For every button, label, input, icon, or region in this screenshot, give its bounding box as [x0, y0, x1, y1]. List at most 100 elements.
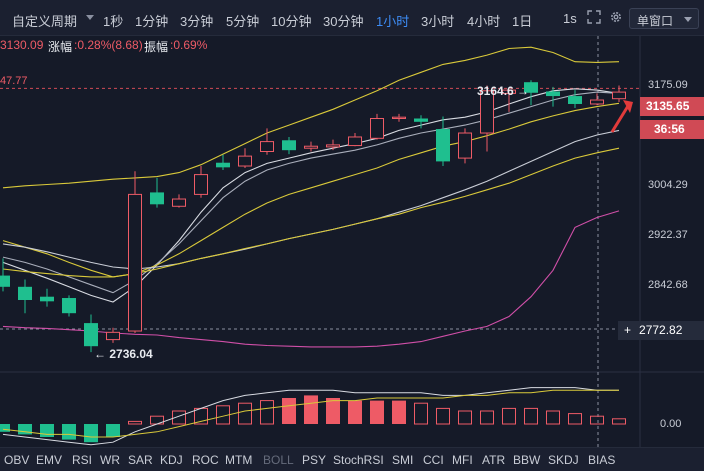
candle-body	[172, 198, 186, 207]
period-1d[interactable]: 1日	[512, 14, 533, 29]
candle-body	[238, 155, 252, 167]
axis-tick: 2842.68	[648, 279, 688, 291]
indicator-tab-rsi[interactable]: RSI	[72, 453, 93, 467]
indicator-tab-mfi[interactable]: MFI	[452, 453, 473, 467]
amplitude-value: :0.69%	[170, 38, 208, 52]
indicator-tab-skdj[interactable]: SKDJ	[548, 453, 579, 467]
macd-bar	[260, 400, 274, 425]
candle-body	[194, 174, 208, 195]
indicator-tabs: OBV EMV RSI WR SAR KDJ ROC MTM BOLL PSY StochRSI SM…	[0, 447, 704, 471]
change-label: 涨幅	[48, 40, 73, 54]
candle-body	[304, 145, 318, 149]
window-mode-label: 单窗口	[637, 14, 674, 28]
macd-bar	[18, 424, 32, 435]
macd-bar	[524, 407, 538, 425]
indicator-tab-boll[interactable]: BOLL	[263, 453, 294, 467]
macd-bar	[436, 407, 450, 425]
indicator-tab-bbw[interactable]: BBW	[513, 453, 541, 467]
macd-bar	[106, 424, 120, 437]
low-value: 2736.04	[109, 347, 153, 361]
macd-bar	[568, 413, 582, 425]
indicator-tab-smi[interactable]: SMI	[392, 453, 414, 467]
period-4h[interactable]: 4小时	[467, 14, 501, 29]
indicator-tab-bias[interactable]: BIAS	[588, 453, 616, 467]
indicator-tab-obv[interactable]: OBV	[4, 453, 30, 467]
macd-bar	[458, 410, 472, 425]
candle-body	[260, 141, 274, 152]
macd-bar	[612, 418, 626, 425]
candle-body	[348, 136, 362, 147]
countdown-tag: 36:56	[640, 120, 704, 139]
line-mid-white	[2, 88, 620, 303]
candle-body	[458, 132, 472, 159]
indicator-tab-sar[interactable]: SAR	[128, 453, 153, 467]
candle-body	[568, 96, 582, 104]
current-price-tag: 3135.65	[640, 97, 704, 116]
indicator-tab-kdj[interactable]: KDJ	[160, 453, 183, 467]
interval-short[interactable]: 1s	[563, 11, 577, 26]
period-1s[interactable]: 1秒	[103, 14, 124, 29]
line-ma-yellow2	[2, 102, 620, 278]
indicator-tab-roc[interactable]: ROC	[192, 453, 219, 467]
macd-bar	[282, 398, 296, 424]
line-boll-upper	[2, 46, 620, 189]
candle-body	[106, 331, 120, 341]
candlestick-chart[interactable]	[0, 36, 704, 447]
candle-body	[370, 118, 384, 139]
candle-body	[326, 144, 340, 148]
period-3m[interactable]: 3分钟	[180, 14, 214, 29]
window-mode-select[interactable]: 单窗口	[629, 8, 699, 29]
candle-body	[216, 162, 230, 168]
candle-body	[392, 116, 406, 120]
change-value: :0.28%(8.68)	[74, 38, 143, 52]
candle-body	[436, 129, 450, 162]
indicator-tab-atr[interactable]: ATR	[482, 453, 506, 467]
period-1h[interactable]: 1小时	[376, 14, 410, 29]
ma-value-label: 47.77	[0, 75, 28, 87]
chart-grid	[0, 36, 704, 447]
period-30m[interactable]: 30分钟	[323, 14, 364, 29]
macd-bar	[392, 400, 406, 424]
candle-body	[62, 298, 76, 314]
candles	[0, 80, 626, 353]
indicator-tab-emv[interactable]: EMV	[36, 453, 63, 467]
macd-bar	[84, 424, 98, 443]
last-price: 3130.09	[0, 38, 44, 52]
macd-bar	[238, 402, 252, 425]
expand-icon[interactable]	[587, 10, 601, 24]
macd-dif-line	[2, 387, 619, 446]
chevron-down-icon[interactable]	[86, 15, 94, 20]
period-custom[interactable]: 自定义周期	[12, 14, 78, 29]
candle-body	[612, 91, 626, 100]
settings-icon[interactable]	[609, 10, 623, 24]
period-5m[interactable]: 5分钟	[226, 14, 260, 29]
macd-bar	[348, 400, 362, 424]
period-3h[interactable]: 3小时	[421, 14, 455, 29]
indicator-lines	[2, 46, 620, 348]
high-value: 3164.6	[477, 84, 514, 98]
candle-body	[590, 99, 604, 105]
axis-tick: 3175.09	[648, 79, 688, 91]
period-10m[interactable]: 10分钟	[271, 14, 312, 29]
indicator-tab-mtm[interactable]: MTM	[225, 453, 253, 467]
indicator-tab-wr[interactable]: WR	[100, 453, 120, 467]
line-ma-slow-yellow	[2, 147, 620, 278]
axis-tick: 2922.37	[648, 229, 688, 241]
line-lower-band	[2, 210, 620, 348]
candle-body	[502, 89, 516, 94]
macd-bar	[502, 407, 516, 425]
macd-dea-line	[2, 389, 619, 438]
macd-bar	[304, 395, 318, 424]
macd-subchart	[0, 387, 626, 446]
candle-body	[18, 286, 32, 300]
period-1m[interactable]: 1分钟	[135, 14, 169, 29]
indicator-tab-stochrsi[interactable]: StochRSI	[333, 453, 384, 467]
indicator-tab-psy[interactable]: PSY	[302, 453, 327, 467]
macd-bar	[62, 424, 76, 440]
macd-bar	[128, 420, 142, 425]
macd-bar	[326, 398, 340, 424]
candle-body	[546, 91, 560, 97]
red-arrow-icon	[610, 105, 630, 133]
high-annotation: 3164.6 →	[477, 84, 530, 98]
indicator-tab-cci[interactable]: CCI	[423, 453, 444, 467]
